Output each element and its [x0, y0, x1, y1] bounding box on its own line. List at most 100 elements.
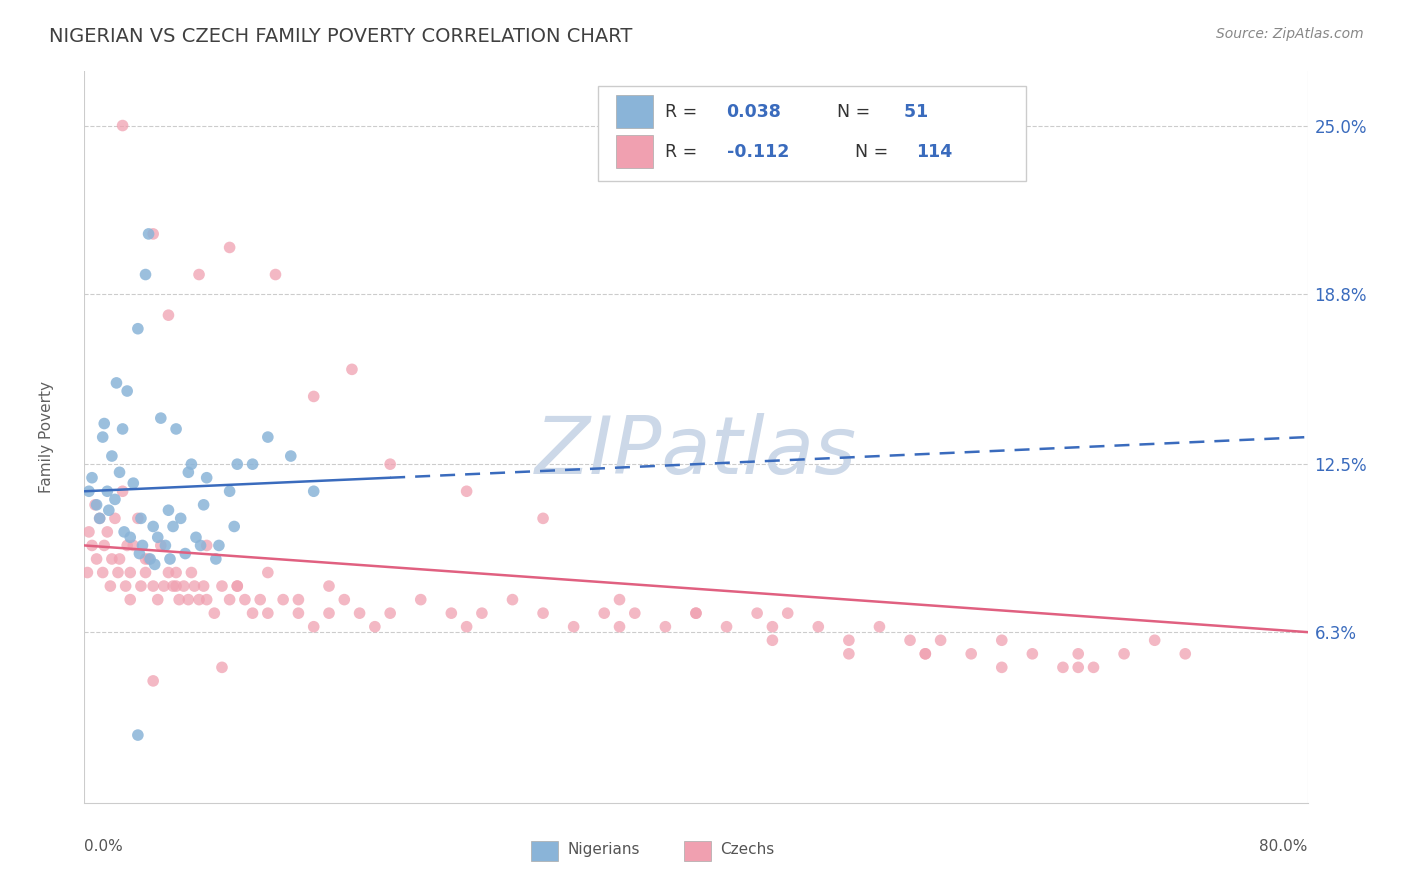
Point	[142, 519, 165, 533]
Point	[838, 647, 860, 661]
Point	[242, 457, 264, 471]
Text: 0.038: 0.038	[727, 103, 782, 120]
Point	[101, 552, 124, 566]
Point	[127, 511, 149, 525]
Point	[89, 511, 111, 525]
Point	[162, 519, 184, 533]
Point	[143, 558, 166, 572]
Point	[146, 592, 169, 607]
Point	[716, 620, 738, 634]
Point	[211, 660, 233, 674]
Text: 51: 51	[898, 103, 928, 120]
Point	[218, 484, 240, 499]
Point	[193, 579, 215, 593]
Point	[502, 592, 524, 607]
Point	[226, 579, 249, 593]
Point	[165, 422, 187, 436]
Point	[776, 606, 799, 620]
Point	[1083, 660, 1105, 674]
Point	[162, 579, 184, 593]
Point	[271, 592, 294, 607]
Point	[157, 308, 180, 322]
Point	[142, 227, 165, 241]
Bar	[616, 95, 654, 128]
Point	[195, 471, 218, 485]
Point	[257, 606, 280, 620]
Point	[112, 524, 135, 539]
Point	[86, 498, 108, 512]
Point	[562, 620, 585, 634]
Text: N =: N =	[855, 143, 894, 161]
Point	[183, 579, 205, 593]
Point	[177, 465, 200, 479]
Point	[184, 530, 207, 544]
Point	[233, 592, 256, 607]
Point	[180, 457, 202, 471]
Point	[84, 498, 107, 512]
Point	[340, 362, 363, 376]
Text: NIGERIAN VS CZECH FAMILY POVERTY CORRELATION CHART: NIGERIAN VS CZECH FAMILY POVERTY CORRELA…	[49, 27, 633, 45]
Text: R =: R =	[665, 143, 703, 161]
Point	[1143, 633, 1166, 648]
Point	[380, 606, 402, 620]
Point	[914, 647, 936, 661]
Point	[108, 552, 131, 566]
Text: Source: ZipAtlas.com: Source: ZipAtlas.com	[1216, 27, 1364, 41]
Text: 114: 114	[917, 143, 952, 161]
Point	[174, 547, 197, 561]
Point	[77, 524, 100, 539]
Point	[91, 566, 114, 580]
Point	[380, 457, 402, 471]
Point	[129, 511, 152, 525]
Point	[96, 524, 118, 539]
Point	[188, 592, 211, 607]
Point	[747, 606, 769, 620]
Point	[135, 268, 157, 282]
Point	[157, 503, 180, 517]
Bar	[598, 86, 1026, 181]
Point	[76, 566, 98, 580]
Point	[108, 465, 131, 479]
Point	[205, 552, 228, 566]
Text: 80.0%: 80.0%	[1260, 839, 1308, 855]
Point	[302, 620, 325, 634]
Text: N =: N =	[837, 103, 876, 120]
Point	[531, 606, 554, 620]
Point	[165, 566, 187, 580]
Point	[122, 476, 145, 491]
Point	[138, 227, 160, 241]
Point	[318, 579, 340, 593]
Point	[914, 647, 936, 661]
Point	[128, 547, 150, 561]
Point	[456, 620, 478, 634]
Point	[409, 592, 432, 607]
Point	[104, 511, 127, 525]
Point	[177, 592, 200, 607]
Point	[1052, 660, 1074, 674]
Point	[170, 511, 193, 525]
Point	[302, 484, 325, 499]
Point	[287, 606, 309, 620]
Point	[173, 579, 195, 593]
Point	[142, 673, 165, 688]
Point	[349, 606, 371, 620]
Text: 0.0%: 0.0%	[84, 839, 124, 855]
Point	[120, 566, 142, 580]
Text: ZIPatlas: ZIPatlas	[534, 413, 858, 491]
Point	[104, 492, 127, 507]
Point	[685, 606, 707, 620]
Point	[89, 511, 111, 525]
Point	[807, 620, 830, 634]
Point	[440, 606, 463, 620]
Point	[257, 566, 280, 580]
Point	[195, 538, 218, 552]
Point	[111, 119, 134, 133]
Point	[257, 430, 280, 444]
Point	[264, 268, 287, 282]
Point	[761, 633, 783, 648]
Point	[531, 511, 554, 525]
Point	[471, 606, 494, 620]
Point	[115, 384, 138, 398]
Point	[364, 620, 387, 634]
Point	[139, 552, 162, 566]
